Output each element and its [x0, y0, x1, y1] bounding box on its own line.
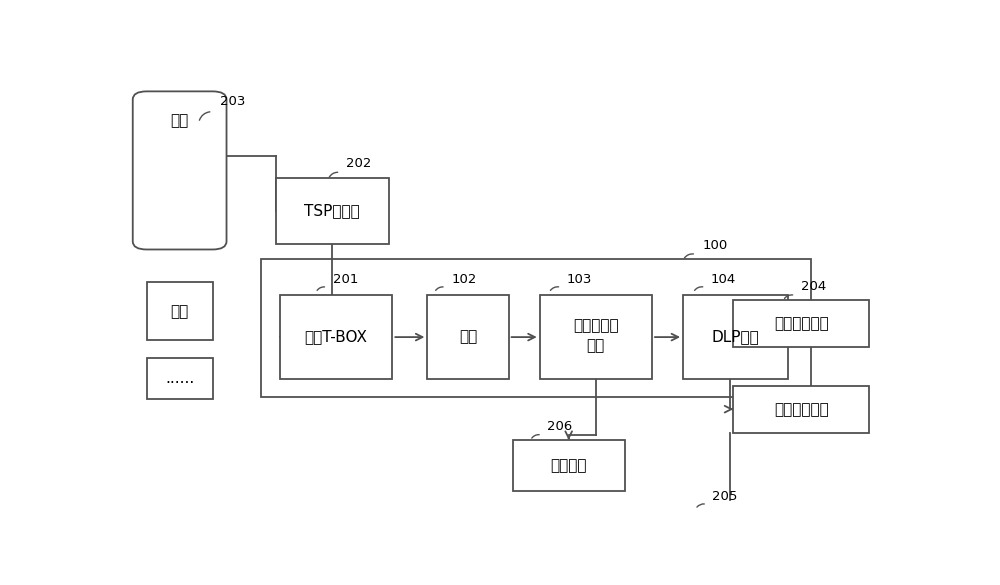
Bar — [280, 295, 392, 378]
Bar — [733, 386, 869, 433]
Bar — [147, 282, 213, 340]
Text: 模块: 模块 — [587, 339, 605, 353]
Bar — [261, 259, 811, 397]
Bar — [733, 300, 869, 347]
Text: 信息域控制: 信息域控制 — [573, 318, 619, 333]
Text: 视频接口: 视频接口 — [550, 458, 587, 473]
Text: 203: 203 — [220, 95, 245, 108]
Text: 网关: 网关 — [459, 329, 477, 345]
Bar — [427, 295, 509, 378]
Text: 104: 104 — [711, 273, 736, 285]
Text: TSP服务器: TSP服务器 — [304, 204, 360, 218]
Text: 204: 204 — [801, 280, 826, 293]
Text: 202: 202 — [346, 157, 371, 170]
Text: 103: 103 — [567, 273, 592, 285]
Text: 201: 201 — [333, 273, 358, 285]
Bar — [512, 439, 625, 491]
Text: 汽车左前照灯: 汽车左前照灯 — [774, 316, 829, 331]
Text: 102: 102 — [451, 273, 477, 285]
Text: 205: 205 — [712, 490, 738, 503]
Bar — [147, 359, 213, 399]
Text: DLP装置: DLP装置 — [711, 329, 759, 345]
Bar — [276, 178, 388, 243]
FancyBboxPatch shape — [133, 91, 227, 249]
Text: 206: 206 — [547, 420, 573, 433]
Text: 手机: 手机 — [171, 113, 189, 128]
Text: 车载T-BOX: 车载T-BOX — [305, 329, 368, 345]
Text: 汽车右前照灯: 汽车右前照灯 — [774, 402, 829, 417]
Text: 100: 100 — [702, 239, 728, 252]
Text: ......: ...... — [165, 371, 194, 386]
Bar — [683, 295, 788, 378]
Text: 电脑: 电脑 — [171, 304, 189, 319]
Bar — [540, 295, 652, 378]
